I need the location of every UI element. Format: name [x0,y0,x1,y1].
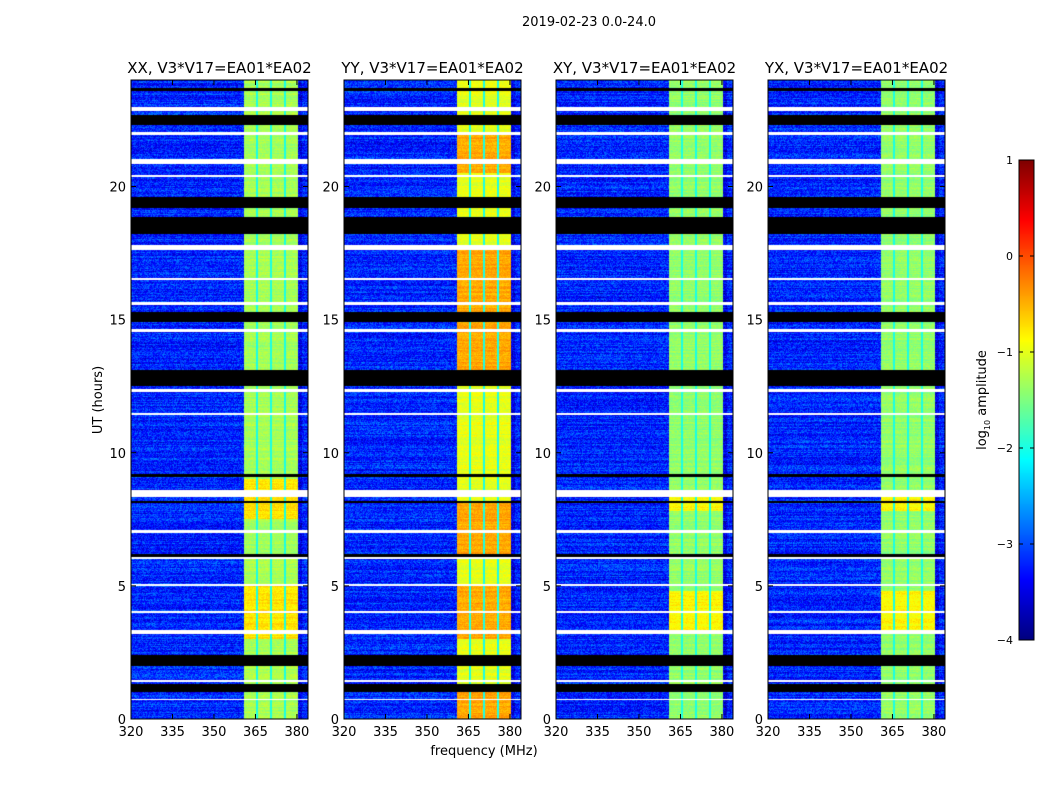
colorbar-gradient [1019,160,1034,640]
y-tick-label: 5 [543,580,551,595]
x-tick-label: 380 [710,725,735,740]
x-tick-label: 365 [880,725,905,740]
y-tick-label: 10 [746,447,763,462]
x-tick-label: 320 [332,725,357,740]
colorbar-label-rest: amplitude [975,350,990,420]
y-tick-label: 15 [746,314,763,329]
colorbar-tick-label: −2 [997,442,1013,455]
panel-frame [767,79,946,720]
x-tick-label: 365 [456,725,481,740]
y-tick-label: 5 [118,580,126,595]
x-tick-label: 380 [285,725,310,740]
x-tick-label: 320 [756,725,781,740]
x-tick-label: 335 [797,725,822,740]
y-tick-label: 20 [746,181,763,196]
x-axis-label: frequency (MHz) [430,744,537,759]
y-tick-label: 0 [118,713,126,728]
y-tick-label: 15 [534,314,551,329]
x-tick-label: 320 [119,725,144,740]
x-tick-label: 350 [202,725,227,740]
colorbar-tick-label: −4 [997,634,1013,647]
colorbar-frame [1018,159,1035,641]
y-tick-label: 10 [322,447,339,462]
x-tick-label: 335 [160,725,185,740]
waterfall-heatmap [556,80,733,719]
panel-title: YY, V3*V17=EA01*EA02 [340,59,523,77]
x-tick-label: 380 [498,725,523,740]
x-tick-label: 335 [585,725,610,740]
panel-title: XX, V3*V17=EA01*EA02 [127,59,311,77]
y-tick-label: 0 [755,713,763,728]
y-tick-label: 10 [109,447,126,462]
x-tick-label: 350 [839,725,864,740]
y-tick-label: 0 [543,713,551,728]
panel-1: YY, V3*V17=EA01*EA02 320 335 350 365 380 0 5 10 1… [322,59,523,740]
figure-suptitle: 2019-02-23 0.0-24.0 [522,15,656,30]
colorbar-tick-label: −3 [997,538,1013,551]
y-tick-label: 0 [331,713,339,728]
panel-0: XX, V3*V17=EA01*EA02 320 335 350 365 380 0 5 10 1… [109,59,311,740]
colorbar-tick-label: −1 [997,346,1013,359]
panel-frame [343,79,522,720]
colorbar-tick-label: 0 [1006,250,1013,263]
panel-3: YX, V3*V17=EA01*EA02 320 335 350 365 380 0 5 10 1… [746,59,948,740]
waterfall-heatmap [131,80,308,719]
y-tick-label: 15 [109,314,126,329]
colorbar-tick-label: 1 [1006,154,1013,167]
panel-title: XY, V3*V17=EA01*EA02 [553,59,736,77]
colorbar-label-sub: 10 [983,420,992,430]
colorbar-label: log10 amplitude [975,350,992,450]
waterfall-heatmap [344,80,521,719]
panel-2: XY, V3*V17=EA01*EA02 320 335 350 365 380 0 5 10 1… [534,59,736,740]
x-tick-label: 320 [544,725,569,740]
waterfall-heatmap [768,80,945,719]
x-tick-label: 365 [668,725,693,740]
y-tick-label: 20 [322,181,339,196]
x-tick-label: 335 [373,725,398,740]
y-tick-label: 15 [322,314,339,329]
y-tick-label: 20 [534,181,551,196]
y-tick-label: 10 [534,447,551,462]
x-tick-label: 350 [415,725,440,740]
y-tick-label: 20 [109,181,126,196]
colorbar-label-log: log [975,430,990,450]
x-tick-label: 365 [243,725,268,740]
y-tick-label: 5 [331,580,339,595]
panel-frame [555,79,734,720]
y-axis-label: UT (hours) [91,366,106,434]
panels: XX, V3*V17=EA01*EA02 320 335 350 365 380 0 5 10 1… [109,59,948,740]
x-tick-label: 380 [922,725,947,740]
panel-title: YX, V3*V17=EA01*EA02 [764,59,948,77]
x-tick-label: 350 [627,725,652,740]
y-tick-label: 5 [755,580,763,595]
panel-frame [130,79,309,720]
